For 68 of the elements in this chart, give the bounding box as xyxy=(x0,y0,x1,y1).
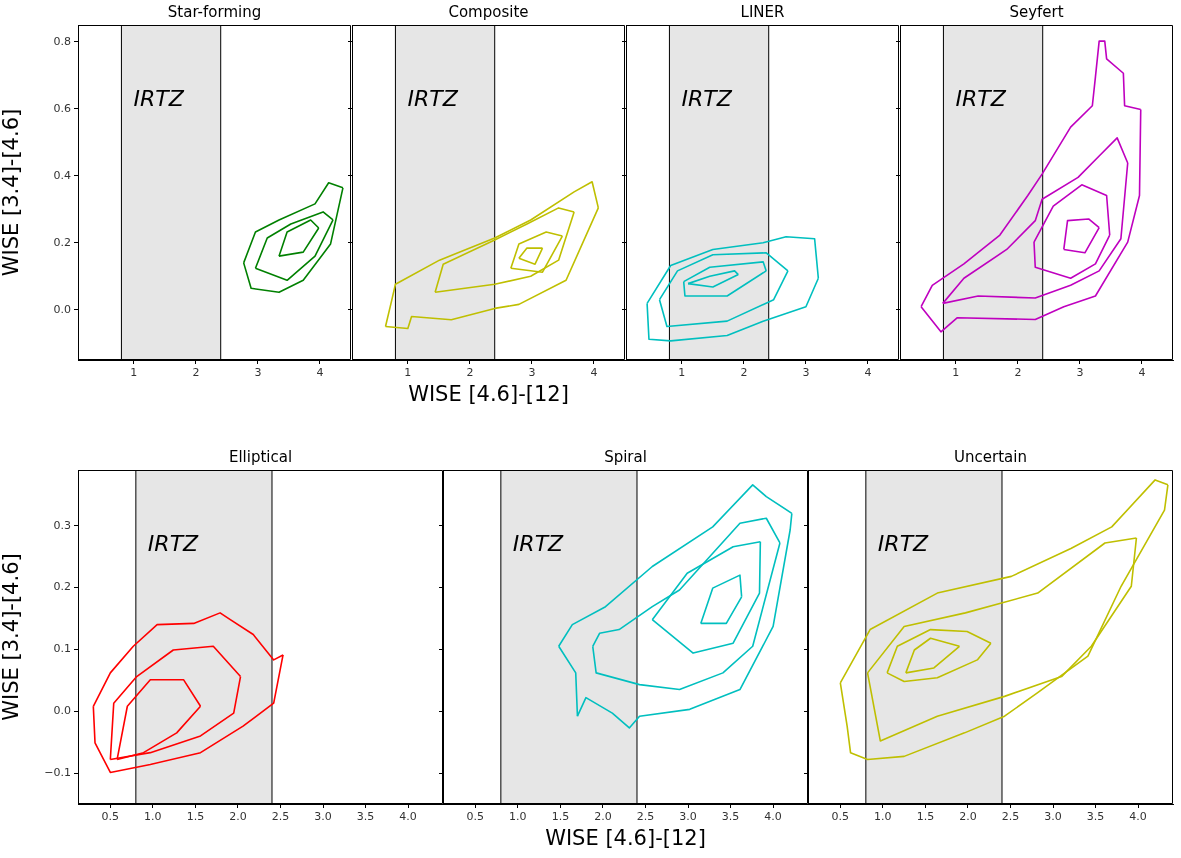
x-tick-label: 3.0 xyxy=(314,810,332,824)
chart-title: Uncertain xyxy=(954,448,1027,467)
x-tick-label: 3.5 xyxy=(356,810,375,824)
x-tick-label: 2.0 xyxy=(959,810,977,824)
y-axis-title: WISE [3.4]-[4.6] xyxy=(0,108,24,277)
x-tick-label: 4.0 xyxy=(764,810,782,824)
band-label: IRTZ xyxy=(133,86,185,112)
chart-title: LINER xyxy=(740,3,785,22)
chart-title: Spiral xyxy=(604,448,647,467)
chart-title: Elliptical xyxy=(228,448,293,467)
x-tick-label: 4.0 xyxy=(399,810,417,824)
x-axis-title: WISE [4.6]-[12] xyxy=(408,381,569,406)
x-tick-label: 3 xyxy=(1076,366,1084,380)
y-tick-label: −0.1 xyxy=(44,765,71,779)
y-tick-label: 0.6 xyxy=(53,101,71,115)
x-tick-label: 2 xyxy=(466,366,474,380)
x-axis-title: WISE [4.6]-[12] xyxy=(545,825,706,850)
y-axis-title: WISE [3.4]-[4.6] xyxy=(0,553,24,721)
x-tick-label: 0.5 xyxy=(466,810,485,824)
band-label: IRTZ xyxy=(877,530,930,556)
y-tick-label: 0.2 xyxy=(53,580,71,594)
x-tick-label: 1.5 xyxy=(916,810,935,824)
x-tick-label: 0.5 xyxy=(831,810,850,824)
band-label: IRTZ xyxy=(407,86,459,112)
y-tick-label: 0.1 xyxy=(53,642,71,656)
band-label: IRTZ xyxy=(147,530,200,556)
x-tick-label: 3 xyxy=(802,366,810,380)
x-tick-label: 2.0 xyxy=(229,810,247,824)
x-tick-label: 2 xyxy=(192,366,200,380)
y-tick-label: 0.3 xyxy=(53,518,71,532)
chart-title: Composite xyxy=(448,3,529,22)
x-tick-label: 1 xyxy=(404,366,412,380)
x-tick-label: 1 xyxy=(952,366,960,380)
band-label: IRTZ xyxy=(955,86,1007,112)
x-tick-label: 1.0 xyxy=(874,810,892,824)
chart-title: Star-forming xyxy=(167,3,262,22)
x-tick-label: 4 xyxy=(864,366,872,380)
x-tick-label: 2.5 xyxy=(636,810,655,824)
x-tick-label: 3.0 xyxy=(679,810,697,824)
x-tick-label: 1.5 xyxy=(551,810,570,824)
y-tick-label: 0.0 xyxy=(53,302,71,316)
x-tick-label: 1.0 xyxy=(509,810,527,824)
x-tick-label: 4 xyxy=(316,366,324,380)
x-tick-label: 4 xyxy=(590,366,598,380)
x-tick-label: 2.5 xyxy=(271,810,290,824)
x-tick-label: 1 xyxy=(130,366,138,380)
x-tick-label: 2 xyxy=(740,366,748,380)
x-tick-label: 1.5 xyxy=(186,810,205,824)
y-tick-label: 0.2 xyxy=(53,235,71,249)
x-tick-label: 2.5 xyxy=(1001,810,1020,824)
x-tick-label: 4 xyxy=(1138,366,1146,380)
x-tick-label: 4.0 xyxy=(1129,810,1147,824)
x-tick-label: 3 xyxy=(528,366,536,380)
band-label: IRTZ xyxy=(512,530,565,556)
band-label: IRTZ xyxy=(681,86,733,112)
x-tick-label: 2 xyxy=(1014,366,1022,380)
y-tick-label: 0.4 xyxy=(53,168,71,182)
x-tick-label: 3.5 xyxy=(1086,810,1105,824)
y-tick-label: 0.0 xyxy=(53,704,71,718)
x-tick-label: 1.0 xyxy=(144,810,162,824)
x-tick-label: 3.0 xyxy=(1044,810,1062,824)
x-tick-label: 1 xyxy=(678,366,686,380)
chart-title: Seyfert xyxy=(1009,3,1064,22)
x-tick-label: 2.0 xyxy=(594,810,612,824)
x-tick-label: 0.5 xyxy=(101,810,120,824)
y-tick-label: 0.8 xyxy=(53,34,71,48)
x-tick-label: 3.5 xyxy=(721,810,740,824)
x-tick-label: 3 xyxy=(254,366,262,380)
